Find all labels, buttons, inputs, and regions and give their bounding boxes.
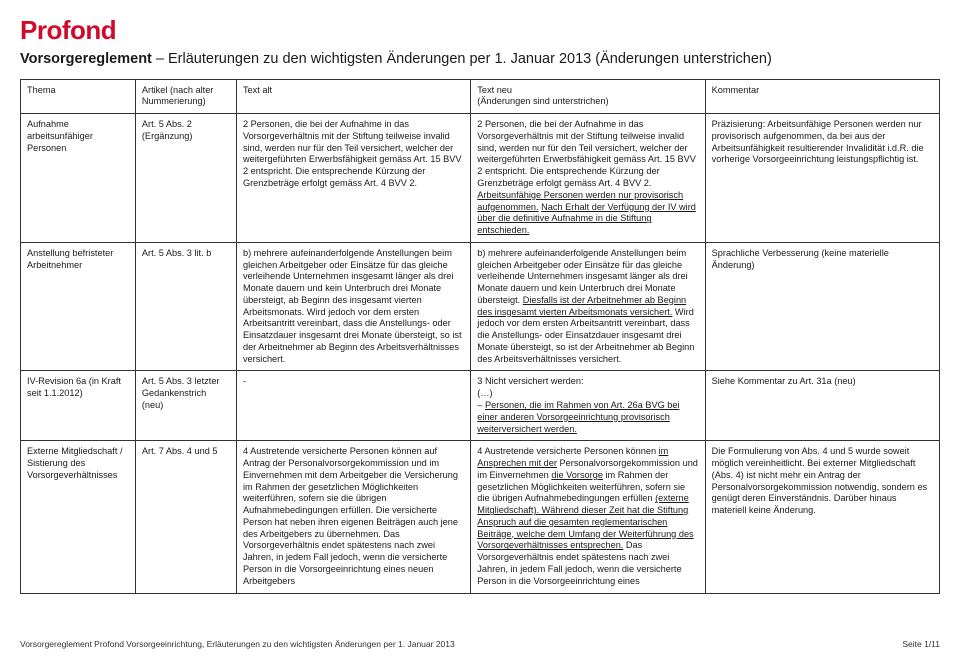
cell-alt: 2 Personen, die bei der Aufnahme in das … xyxy=(236,114,470,243)
table-header-row: Thema Artikel (nach alterNummerierung) T… xyxy=(21,79,940,114)
table-row: IV-Revision 6a (in Kraft seit 1.1.2012) … xyxy=(21,371,940,441)
cell-kommentar: Präzisierung: Arbeitsunfähige Personen w… xyxy=(705,114,939,243)
footer-right: Seite 1/11 xyxy=(902,639,940,650)
cell-artikel: Art. 5 Abs. 3 lit. b xyxy=(135,242,236,371)
cell-neu: 4 Austretende versicherte Personen könne… xyxy=(471,441,705,593)
cell-thema: Anstellung befristeter Arbeitnehmer xyxy=(21,242,136,371)
cell-thema: Aufnahme arbeitsunfähiger Personen xyxy=(21,114,136,243)
changes-table: Thema Artikel (nach alterNummerierung) T… xyxy=(20,79,940,594)
table-row: Externe Mitgliedschaft / Sistierung des … xyxy=(21,441,940,593)
cell-thema: Externe Mitgliedschaft / Sistierung des … xyxy=(21,441,136,593)
col-artikel: Artikel (nach alterNummerierung) xyxy=(135,79,236,114)
table-row: Anstellung befristeter Arbeitnehmer Art.… xyxy=(21,242,940,371)
page-footer: Vorsorgereglement Profond Vorsorgeeinric… xyxy=(20,639,940,650)
cell-alt: - xyxy=(236,371,470,441)
cell-kommentar: Sprachliche Verbesserung (keine materiel… xyxy=(705,242,939,371)
cell-alt: b) mehrere aufeinanderfolgende Anstellun… xyxy=(236,242,470,371)
table-row: Aufnahme arbeitsunfähiger Personen Art. … xyxy=(21,114,940,243)
footer-left: Vorsorgereglement Profond Vorsorgeeinric… xyxy=(20,639,455,650)
cell-kommentar: Siehe Kommentar zu Art. 31a (neu) xyxy=(705,371,939,441)
cell-artikel: Art. 7 Abs. 4 und 5 xyxy=(135,441,236,593)
col-text-neu: Text neu(Änderungen sind unterstrichen) xyxy=(471,79,705,114)
col-text-alt: Text alt xyxy=(236,79,470,114)
brand-title: Profond xyxy=(20,14,940,48)
cell-alt: 4 Austretende versicherte Personen könne… xyxy=(236,441,470,593)
subtitle-rest: – Erläuterungen zu den wichtigsten Änder… xyxy=(152,51,772,67)
page-subtitle: Vorsorgereglement – Erläuterungen zu den… xyxy=(20,50,940,69)
col-kommentar: Kommentar xyxy=(705,79,939,114)
cell-neu: b) mehrere aufeinanderfolgende Anstellun… xyxy=(471,242,705,371)
cell-neu: 2 Personen, die bei der Aufnahme in das … xyxy=(471,114,705,243)
col-thema: Thema xyxy=(21,79,136,114)
subtitle-bold: Vorsorgereglement xyxy=(20,51,152,67)
cell-artikel: Art. 5 Abs. 2 (Ergänzung) xyxy=(135,114,236,243)
cell-neu: 3 Nicht versichert werden: (…) – Persone… xyxy=(471,371,705,441)
cell-thema: IV-Revision 6a (in Kraft seit 1.1.2012) xyxy=(21,371,136,441)
cell-artikel: Art. 5 Abs. 3 letzter Gedankenstrich (ne… xyxy=(135,371,236,441)
cell-kommentar: Die Formulierung von Abs. 4 und 5 wurde … xyxy=(705,441,939,593)
